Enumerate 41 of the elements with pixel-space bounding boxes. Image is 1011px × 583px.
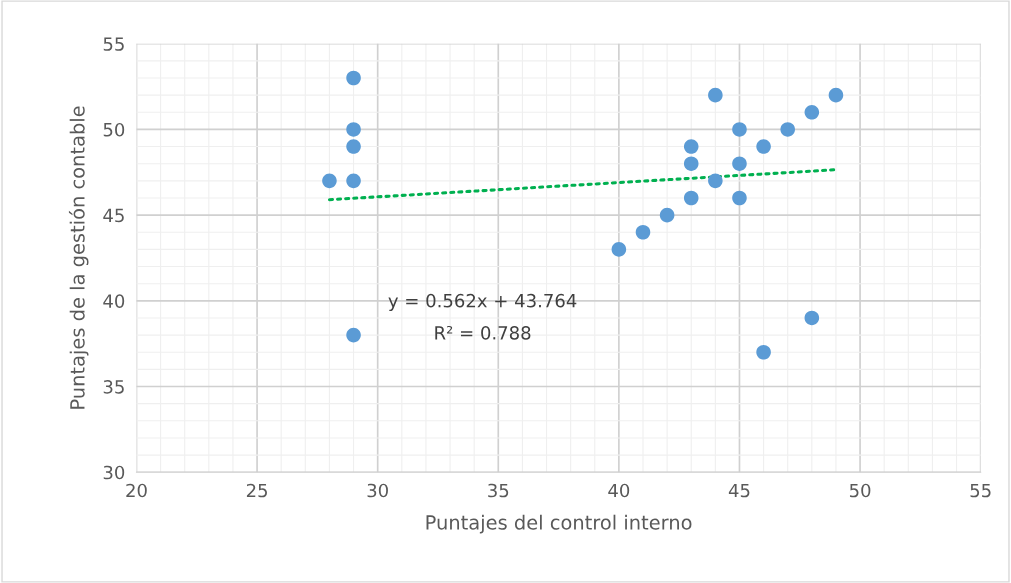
point <box>346 139 361 154</box>
point <box>635 224 651 240</box>
point <box>780 122 795 137</box>
x-tick-label: 35 <box>488 483 509 498</box>
point <box>683 156 699 171</box>
point <box>346 122 361 137</box>
point <box>804 310 820 326</box>
point <box>346 173 361 189</box>
point <box>611 242 627 257</box>
x-tick-label: 55 <box>970 483 991 498</box>
point <box>732 190 747 206</box>
x-tick-label: 50 <box>849 483 871 498</box>
point <box>804 105 820 120</box>
point <box>708 173 723 189</box>
y-tick-label: 45 <box>103 208 124 223</box>
annotation: R² = 0.788 <box>435 325 531 340</box>
x-tick-label: 25 <box>246 483 267 498</box>
point <box>756 344 771 360</box>
y-tick-label: 40 <box>103 294 125 308</box>
x-axis-title: Puntajes del control interno <box>426 514 692 534</box>
y-tick-label: 55 <box>103 37 124 51</box>
point <box>346 327 361 343</box>
point <box>756 139 771 154</box>
point <box>322 173 337 189</box>
x-tick-label: 45 <box>728 483 750 498</box>
x-tick-label: 40 <box>608 483 630 498</box>
point <box>683 190 699 206</box>
point <box>659 207 675 223</box>
y-axis-title: Puntajes de la gestión contable <box>68 106 89 409</box>
y-tick-label: 30 <box>103 465 125 480</box>
point <box>683 139 699 154</box>
point <box>732 156 747 171</box>
y-tick-label: 35 <box>103 379 124 394</box>
point <box>708 87 723 103</box>
y-tick-label: 50 <box>103 122 125 137</box>
point <box>732 122 747 137</box>
annotation: y = 0.562x + 43.764 <box>388 293 577 312</box>
x-tick-label: 30 <box>367 483 388 498</box>
point <box>346 70 361 86</box>
point <box>828 87 844 103</box>
x-tick-label: 20 <box>126 483 147 498</box>
